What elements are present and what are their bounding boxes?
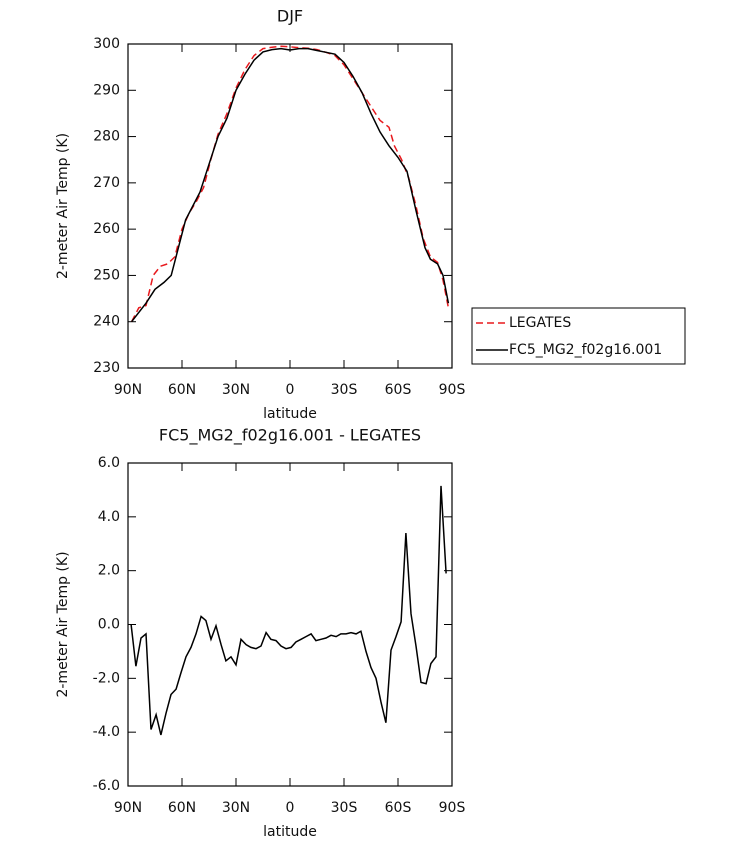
- y-tick-label: -4.0: [93, 724, 120, 740]
- data-line: [131, 47, 450, 323]
- x-tick-label: 30S: [331, 382, 358, 398]
- legend-label: FC5_MG2_f02g16.001: [509, 342, 662, 358]
- y-tick-label: 240: [93, 314, 120, 330]
- y-axis-label: 2-meter Air Temp (K): [55, 551, 71, 697]
- x-tick-label: 30S: [331, 800, 358, 816]
- y-tick-label: 2.0: [98, 563, 120, 579]
- x-tick-label: 90N: [114, 382, 142, 398]
- chart-title: FC5_MG2_f02g16.001 - LEGATES: [159, 426, 421, 446]
- y-tick-label: 230: [93, 360, 120, 376]
- y-tick-label: 4.0: [98, 509, 120, 525]
- y-tick-label: 260: [93, 221, 120, 237]
- y-tick-label: 250: [93, 267, 120, 283]
- y-tick-label: 300: [93, 36, 120, 52]
- x-tick-label: 0: [286, 800, 295, 816]
- y-tick-label: 290: [93, 82, 120, 98]
- x-tick-label: 30N: [222, 382, 250, 398]
- y-axis-label: 2-meter Air Temp (K): [55, 133, 71, 279]
- chart-title: DJF: [277, 7, 303, 26]
- y-tick-label: 270: [93, 175, 120, 191]
- data-line: [130, 45, 450, 323]
- plot-frame: [127, 43, 453, 369]
- x-axis-label: latitude: [263, 824, 317, 840]
- plot-frame: [127, 462, 453, 787]
- x-tick-label: 60S: [385, 800, 412, 816]
- x-tick-label: 60N: [168, 382, 196, 398]
- y-tick-label: 280: [93, 129, 120, 145]
- x-tick-label: 0: [286, 382, 295, 398]
- data-line: [130, 485, 447, 736]
- y-tick-label: 0.0: [98, 617, 120, 633]
- x-tick-label: 90S: [439, 800, 466, 816]
- x-tick-label: 90S: [439, 382, 466, 398]
- y-tick-label: 6.0: [98, 455, 120, 471]
- x-tick-label: 60N: [168, 800, 196, 816]
- legend-label: LEGATES: [509, 315, 571, 331]
- x-tick-label: 90N: [114, 800, 142, 816]
- x-tick-label: 60S: [385, 382, 412, 398]
- y-tick-label: -6.0: [93, 778, 120, 794]
- y-tick-label: -2.0: [93, 670, 120, 686]
- x-tick-label: 30N: [222, 800, 250, 816]
- legend-box: [471, 307, 686, 365]
- x-axis-label: latitude: [263, 406, 317, 422]
